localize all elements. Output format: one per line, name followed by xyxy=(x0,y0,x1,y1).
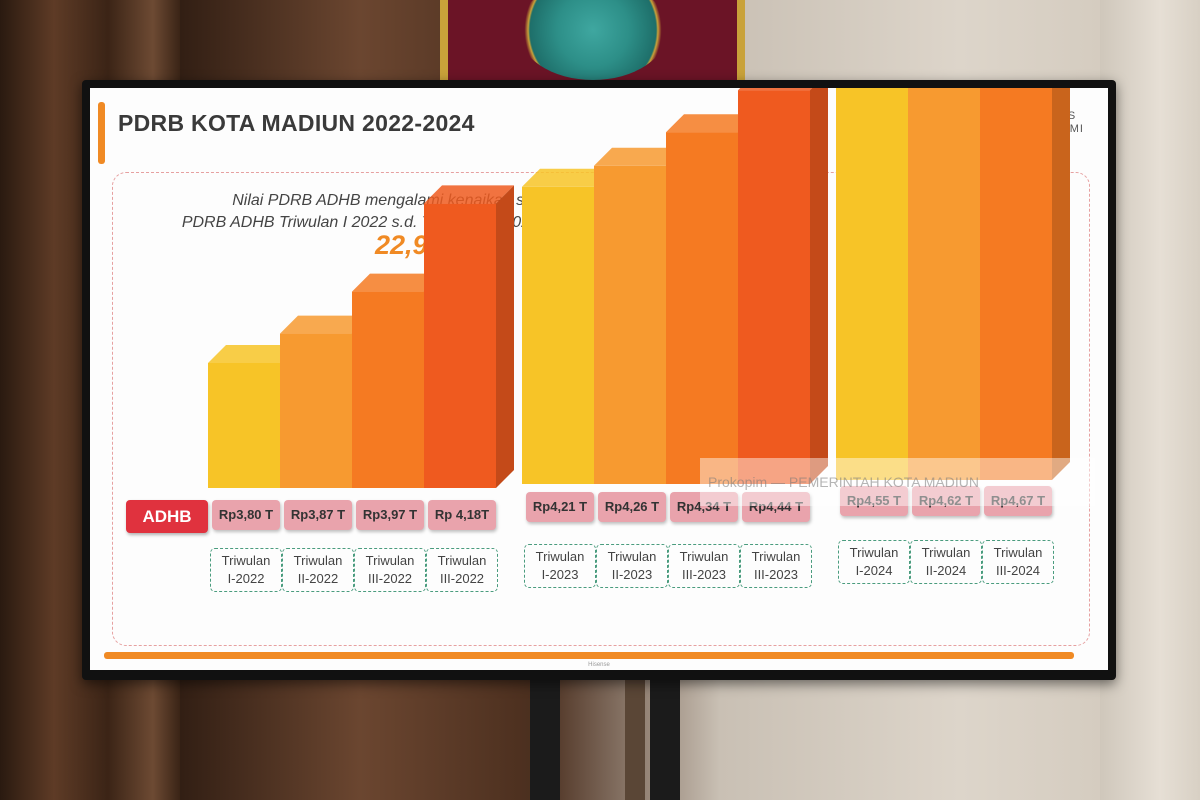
series-label-adhb: ADHB xyxy=(126,500,208,533)
bar-top xyxy=(522,168,612,187)
category-label: Triwulan III-2022 xyxy=(354,548,426,592)
bottom-accent-bar xyxy=(104,652,1074,659)
category-label: Triwulan III-2023 xyxy=(740,544,812,588)
category-label: Triwulan I-2023 xyxy=(524,544,596,588)
slide-screen: PDRB KOTA MADIUN 2022-2024 SENSUS EKONOM… xyxy=(90,88,1108,670)
value-label: Rp4,21 T xyxy=(526,492,594,522)
value-label: Rp4,26 T xyxy=(598,492,666,522)
value-label: Rp3,87 T xyxy=(284,500,352,530)
bar-side xyxy=(810,88,828,484)
value-label: Rp3,97 T xyxy=(356,500,424,530)
bar-top xyxy=(280,315,370,334)
bar-top xyxy=(666,114,756,133)
title-accent-bar xyxy=(98,102,105,164)
bar-front xyxy=(836,88,908,480)
bar-front xyxy=(280,333,352,488)
bar-front xyxy=(424,203,496,488)
bar-top xyxy=(208,345,298,363)
value-label: Rp3,80 T xyxy=(212,500,280,530)
bar-front xyxy=(594,165,666,485)
value-label: Rp 4,18T xyxy=(428,500,496,530)
bar-front xyxy=(208,363,280,488)
value-label: Rp4,55 T xyxy=(840,486,908,516)
value-label: Rp4,44 T xyxy=(742,492,810,522)
bar-front xyxy=(980,88,1052,480)
bar-top xyxy=(594,147,684,166)
bar-chart xyxy=(208,88,1070,488)
bar-11 xyxy=(980,88,1070,480)
category-label: Triwulan III-2022 xyxy=(426,548,498,592)
category-label: Triwulan I-2024 xyxy=(838,540,910,584)
category-label: Triwulan II-2022 xyxy=(282,548,354,592)
tv-stand-pole xyxy=(625,670,645,800)
bar-top xyxy=(352,273,442,292)
bar-top xyxy=(738,88,813,91)
bar-front xyxy=(352,291,424,488)
category-label: Triwulan II-2024 xyxy=(910,540,982,584)
category-label: Triwulan II-2023 xyxy=(596,544,668,588)
wall-right xyxy=(1100,0,1200,800)
bar-side xyxy=(496,185,514,488)
tv-brand: Hisense xyxy=(588,662,610,668)
bar-4 xyxy=(424,185,514,488)
bar-front xyxy=(738,90,810,484)
bar-side xyxy=(1052,88,1070,480)
category-label: Triwulan I-2022 xyxy=(210,548,282,592)
slide-title: PDRB KOTA MADIUN 2022-2024 xyxy=(118,110,475,136)
category-label: Triwulan III-2023 xyxy=(668,544,740,588)
category-label: Triwulan III-2024 xyxy=(982,540,1054,584)
bar-8 xyxy=(738,88,828,484)
value-label: Rp4,62 T xyxy=(912,486,980,516)
banner-emblem-icon xyxy=(518,0,668,80)
bar-top xyxy=(424,185,514,204)
bar-front xyxy=(666,132,738,484)
value-label: Rp4,67 T xyxy=(984,486,1052,516)
tv-stand-leg xyxy=(650,670,680,800)
bar-front xyxy=(522,186,594,485)
watermark: Prokopim — PEMERINTAH KOTA MADIUN xyxy=(700,458,1095,506)
tv-stand-leg xyxy=(530,670,560,800)
banner xyxy=(440,0,745,82)
value-label: Rp4,34 T xyxy=(670,492,738,522)
bar-front xyxy=(908,88,980,480)
